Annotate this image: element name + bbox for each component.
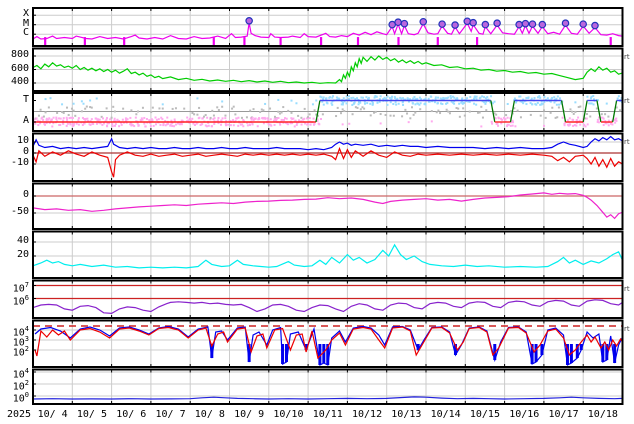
x-tick-label: 10/10 [273,409,304,420]
x-tick-label: 10/11 [312,409,343,420]
y-tick-label-xray: X [22,8,29,20]
panel-speed [32,47,624,92]
y-tick-label-proton: 104 [12,367,29,381]
panel-proton [32,368,624,405]
x-tick-label: 10/ 7 [155,409,186,420]
series-sat-blue [34,325,623,366]
flare-marker [538,20,547,29]
year-label: 2025 [6,409,32,420]
y-tick-label-dst: 0 [22,189,29,200]
rt-label: rt [624,52,630,61]
x-tick-label: 10/ 4 [37,409,68,420]
series-wind-speed [33,55,623,84]
panel-sector [32,92,624,132]
y-tick-label-eflux: 102 [12,345,29,359]
x-tick-label: 10/13 [391,409,422,420]
rt-label: rt [624,284,630,293]
x-tick-label: 10/16 [509,409,540,420]
y-tick-label-bz: 10 [16,135,29,146]
x-tick-label: 10/17 [548,409,579,420]
flare-marker [400,19,409,28]
rt-label: rt [624,97,630,105]
y-tick-label-eflux: 103 [12,335,29,349]
y-tick-label-electron: 106 [12,293,29,307]
y-tick-label-speed: 800 [10,49,29,60]
panel-density [32,230,624,279]
flare-marker [469,18,477,27]
series-proton [33,396,623,400]
x-tick-label: 10/12 [351,409,383,420]
x-tick-label: 10/ 8 [194,409,225,420]
flare-marker [493,19,501,27]
series-electron [33,299,623,315]
panel-dst [32,182,624,230]
flare-marker [438,20,446,28]
series-dst [33,192,623,220]
y-tick-label-proton: 100 [12,391,29,405]
y-tick-label-density: 40 [16,235,29,246]
y-tick-label-speed: 600 [10,62,29,74]
series-bt [33,135,623,151]
y-tick-label-bz: -10 [10,157,29,168]
flare-marker [561,19,570,27]
flare-marker [521,19,530,28]
flare-marker [528,20,537,28]
rt-label: rt [624,324,630,333]
y-tick-label-electron: 107 [12,280,29,294]
x-tick-label: 10/ 5 [76,409,107,420]
flare-marker [245,16,253,25]
flare-marker [515,20,523,29]
y-tick-label-dst: -50 [10,206,29,217]
x-tick-label: 10/ 6 [116,409,147,420]
flare-marker [394,18,402,27]
panel-eflux [32,319,624,368]
series-bz [33,146,623,178]
flare-marker [579,20,588,28]
y-tick-label-sector: T [22,93,29,105]
y-tick-label-bz: 0 [22,146,29,157]
panel-xray [32,7,624,47]
y-tick-label-density: 20 [16,249,29,260]
series-density [33,243,623,269]
x-tick-label: 10/14 [430,409,461,420]
flare-marker [481,20,490,29]
y-tick-label-proton: 102 [12,379,29,393]
y-tick-label-xray: C [22,27,29,39]
x-tick-label: 10/18 [587,409,618,420]
y-tick-label-xray: M [22,17,29,29]
x-tick-label: 10/ 9 [234,409,265,420]
y-tick-label-sector: A [22,115,29,126]
series-sat-red [34,326,623,360]
flare-marker [419,17,428,26]
y-tick-label-eflux: 104 [12,325,29,339]
x-tick-label: 10/15 [469,409,500,420]
flare-marker [451,21,459,29]
rt-label: rt [624,137,630,146]
flare-marker [591,21,599,30]
panel-electron [32,279,624,319]
panel-bz [32,132,624,182]
y-tick-label-speed: 400 [10,76,29,87]
